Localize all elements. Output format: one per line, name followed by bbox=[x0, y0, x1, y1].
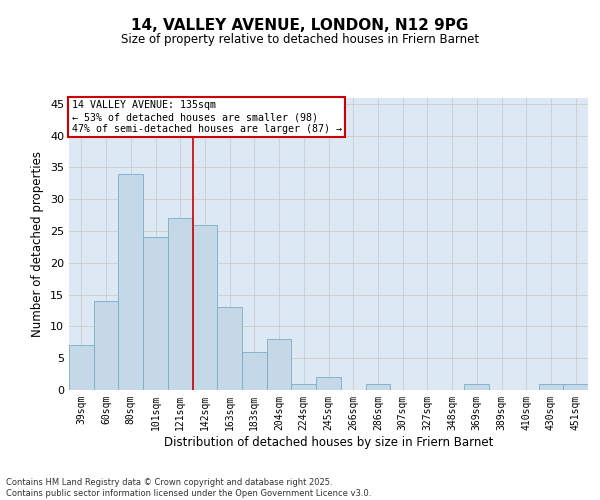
Bar bbox=[267, 339, 292, 390]
Bar bbox=[94, 301, 118, 390]
Text: 14, VALLEY AVENUE, LONDON, N12 9PG: 14, VALLEY AVENUE, LONDON, N12 9PG bbox=[131, 18, 469, 32]
Bar bbox=[143, 238, 168, 390]
Bar bbox=[464, 384, 489, 390]
Bar bbox=[217, 308, 242, 390]
Bar bbox=[168, 218, 193, 390]
X-axis label: Distribution of detached houses by size in Friern Barnet: Distribution of detached houses by size … bbox=[164, 436, 493, 448]
Text: Size of property relative to detached houses in Friern Barnet: Size of property relative to detached ho… bbox=[121, 32, 479, 46]
Bar bbox=[69, 346, 94, 390]
Bar bbox=[292, 384, 316, 390]
Text: 14 VALLEY AVENUE: 135sqm
← 53% of detached houses are smaller (98)
47% of semi-d: 14 VALLEY AVENUE: 135sqm ← 53% of detach… bbox=[71, 100, 341, 134]
Bar bbox=[316, 378, 341, 390]
Bar bbox=[242, 352, 267, 390]
Bar bbox=[193, 224, 217, 390]
Y-axis label: Number of detached properties: Number of detached properties bbox=[31, 151, 44, 337]
Bar bbox=[563, 384, 588, 390]
Bar bbox=[118, 174, 143, 390]
Bar bbox=[539, 384, 563, 390]
Text: Contains HM Land Registry data © Crown copyright and database right 2025.
Contai: Contains HM Land Registry data © Crown c… bbox=[6, 478, 371, 498]
Bar bbox=[365, 384, 390, 390]
